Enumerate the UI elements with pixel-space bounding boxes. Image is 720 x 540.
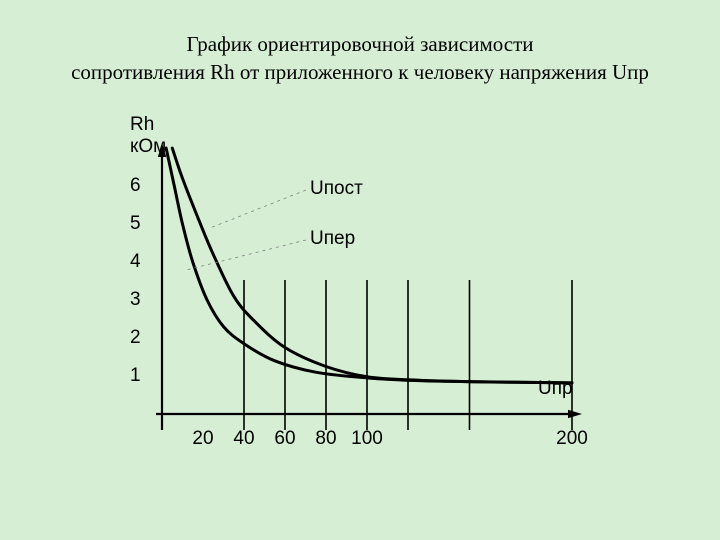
- x-tick-200: 200: [552, 428, 592, 450]
- y-tick-5: 5: [130, 213, 141, 235]
- chart-title-line-1: График ориентировочной зависимости: [0, 30, 720, 58]
- x-tick-100: 100: [347, 428, 387, 450]
- series-label-Uпер: Uпер: [310, 228, 355, 250]
- x-tick-20: 20: [183, 428, 223, 450]
- y-axis-label: RhкОм: [130, 114, 166, 158]
- series-Uпост: [172, 148, 572, 383]
- x-tick-60: 60: [265, 428, 305, 450]
- x-axis-label: Uпр: [538, 378, 573, 400]
- series-label-Uпост: Uпост: [310, 178, 363, 200]
- x-tick-80: 80: [306, 428, 346, 450]
- y-tick-4: 4: [130, 251, 141, 273]
- chart-title: График ориентировочной зависимости сопро…: [0, 30, 720, 87]
- y-tick-6: 6: [130, 175, 141, 197]
- series-Uпер: [166, 148, 572, 383]
- y-tick-1: 1: [130, 365, 141, 387]
- y-tick-2: 2: [130, 327, 141, 349]
- x-tick-40: 40: [224, 428, 264, 450]
- y-tick-3: 3: [130, 289, 141, 311]
- chart-title-line-2: сопротивления Rh от приложенного к челов…: [0, 58, 720, 86]
- chart-plot-area: RhкОмUпр12345620406080100200UпостUпер: [90, 120, 650, 500]
